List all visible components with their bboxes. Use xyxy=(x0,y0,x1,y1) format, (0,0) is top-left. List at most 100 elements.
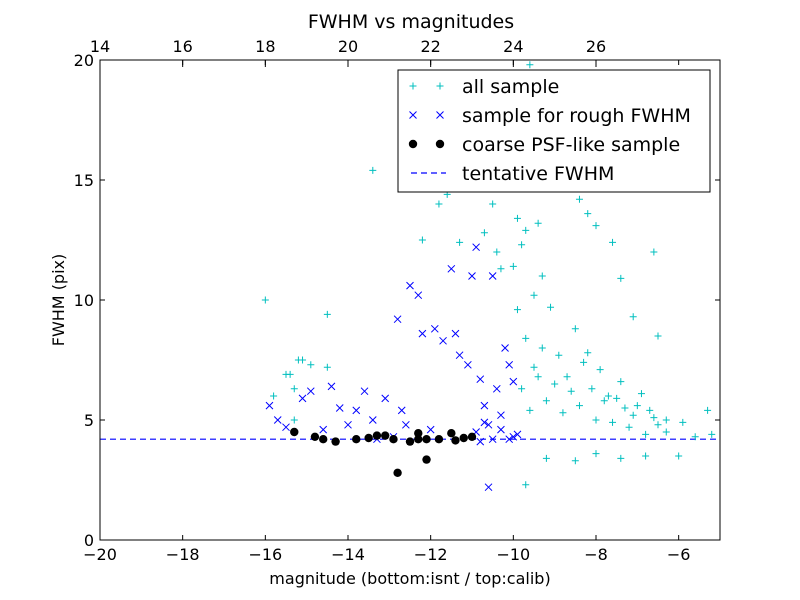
y-tick-label: 20 xyxy=(74,51,94,70)
data-point xyxy=(273,416,282,424)
data-point xyxy=(344,420,352,429)
data-point xyxy=(381,394,390,403)
data-point xyxy=(575,402,583,410)
data-point xyxy=(547,303,555,311)
y-tick-label: 10 xyxy=(74,291,94,310)
legend-swatch xyxy=(435,139,445,149)
top-x-tick-label: 16 xyxy=(172,37,192,56)
data-point xyxy=(501,344,509,352)
data-point xyxy=(476,375,485,384)
data-point xyxy=(261,296,269,304)
data-point xyxy=(393,468,402,477)
data-point xyxy=(675,452,683,460)
data-point xyxy=(434,435,444,444)
data-point xyxy=(584,210,592,218)
data-point xyxy=(679,418,687,426)
data-point xyxy=(538,344,546,352)
x-tick-label: −20 xyxy=(83,545,117,564)
data-point xyxy=(592,450,600,458)
legend-label: tentative FWHM xyxy=(462,163,614,185)
data-point xyxy=(509,377,518,386)
data-point xyxy=(513,430,522,439)
data-point xyxy=(414,435,423,444)
data-point xyxy=(372,431,382,440)
plot-area xyxy=(100,61,720,492)
data-point xyxy=(654,421,662,429)
data-point xyxy=(530,363,538,371)
data-point xyxy=(604,392,612,400)
data-point xyxy=(609,418,617,426)
data-point xyxy=(509,432,518,441)
data-point xyxy=(489,200,497,208)
data-point xyxy=(629,313,637,321)
data-point xyxy=(352,406,361,415)
data-point xyxy=(402,420,410,429)
data-point xyxy=(650,248,658,256)
data-point xyxy=(497,265,505,273)
data-point xyxy=(282,423,290,432)
data-point xyxy=(422,435,431,444)
data-point xyxy=(327,382,336,391)
y-tick-label: 0 xyxy=(84,531,94,550)
data-point xyxy=(526,61,534,69)
data-point xyxy=(555,351,563,359)
data-point xyxy=(621,404,629,412)
data-point xyxy=(625,423,633,431)
data-point xyxy=(307,361,315,369)
data-point xyxy=(426,425,435,434)
data-point xyxy=(542,397,550,405)
data-point xyxy=(563,373,571,381)
data-point xyxy=(588,385,596,393)
top-x-tick-label: 22 xyxy=(420,37,440,56)
data-point xyxy=(642,430,650,438)
data-point xyxy=(497,425,505,434)
data-point xyxy=(662,428,670,436)
data-point xyxy=(323,310,331,318)
data-point xyxy=(405,437,415,446)
series-plus xyxy=(261,61,716,489)
data-point xyxy=(306,387,315,396)
legend-item: coarse PSF-like sample xyxy=(408,134,680,156)
data-point xyxy=(455,351,464,360)
data-point xyxy=(397,406,406,415)
data-point xyxy=(447,429,456,438)
data-point xyxy=(319,435,328,444)
data-point xyxy=(290,385,298,393)
data-point xyxy=(592,222,600,230)
data-point xyxy=(513,214,521,222)
data-point xyxy=(451,436,460,445)
data-point xyxy=(493,248,501,256)
data-point xyxy=(484,483,493,492)
legend-item: tentative FWHM xyxy=(411,163,614,185)
data-point xyxy=(551,380,559,388)
data-point xyxy=(513,306,521,314)
data-point xyxy=(650,414,658,422)
data-point xyxy=(298,394,307,403)
legend-swatch xyxy=(408,139,418,149)
data-point xyxy=(310,432,320,441)
x-tick-label: −6 xyxy=(667,545,691,564)
data-point xyxy=(584,349,592,357)
data-point xyxy=(439,336,447,345)
data-point xyxy=(522,226,530,234)
data-point xyxy=(456,238,464,246)
x-tick-label: −12 xyxy=(414,545,448,564)
series-dot xyxy=(290,427,477,477)
data-point xyxy=(480,418,489,427)
data-point xyxy=(435,200,443,208)
data-point xyxy=(352,435,361,444)
x-tick-label: −10 xyxy=(496,545,530,564)
data-point xyxy=(299,356,307,364)
data-point xyxy=(642,452,650,460)
data-point xyxy=(518,241,526,249)
data-point xyxy=(364,433,373,443)
data-point xyxy=(414,429,423,438)
data-point xyxy=(538,272,546,280)
data-point xyxy=(600,397,608,405)
data-point xyxy=(488,435,497,444)
data-point xyxy=(447,264,456,273)
data-point xyxy=(270,392,278,400)
chart-title: FWHM vs magnitudes xyxy=(308,11,514,33)
data-point xyxy=(633,402,641,410)
